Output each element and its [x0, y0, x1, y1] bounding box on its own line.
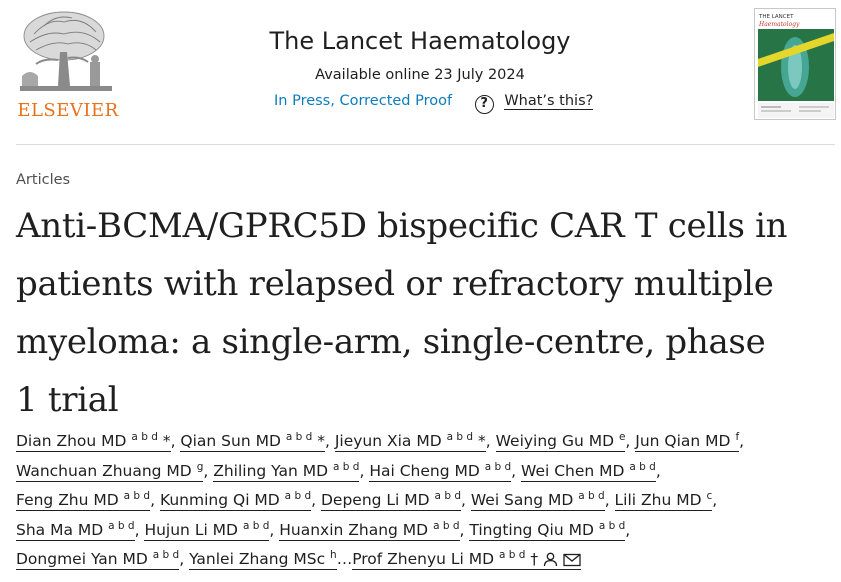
author-link[interactable]: Yanlei Zhang MSc h — [189, 549, 337, 570]
journal-title[interactable]: The Lancet Haematology — [269, 27, 571, 55]
author-link[interactable]: Wanchuan Zhuang MD g — [16, 460, 204, 482]
author-link[interactable]: Lili Zhu MD c — [614, 490, 713, 511]
author-link[interactable]: Huanxin Zhang MD a b d — [279, 519, 460, 541]
article-section-label: Articles — [16, 172, 71, 188]
title-line: Anti-BCMA/GPRC5D bispecific CAR T cells … — [16, 206, 788, 246]
elsevier-wordmark: ELSEVIER — [17, 100, 119, 121]
title-line: myeloma: a single-arm, single-centre, ph… — [16, 322, 766, 362]
title-line: 1 trial — [16, 380, 119, 420]
envelope-icon — [563, 548, 581, 578]
author-list: Dian Zhou MD a b d *, Qian Sun MD a b d … — [16, 427, 836, 578]
elsevier-tree-icon — [20, 11, 112, 91]
author-link[interactable]: Wei Sang MD a b d — [470, 490, 605, 511]
author-link[interactable]: Depeng Li MD a b d — [320, 490, 461, 511]
article-header: ELSEVIER The Lancet Haematology Availabl… — [0, 0, 841, 145]
author-link[interactable]: Jun Qian MD f — [635, 431, 740, 452]
author-link[interactable]: Dian Zhou MD a b d * — [16, 431, 171, 452]
elsevier-logo[interactable]: ELSEVIER — [14, 8, 118, 126]
author-link[interactable]: Kunming Qi MD a b d — [159, 490, 312, 511]
header-divider — [16, 144, 835, 145]
author-link[interactable]: Feng Zhu MD a b d — [16, 490, 151, 511]
cover-journal-name: THE LANCET Haematology — [759, 14, 800, 28]
in-press-link[interactable]: In Press, Corrected Proof — [274, 93, 453, 109]
author-link[interactable]: Jieyun Xia MD a b d * — [334, 431, 486, 452]
author-link[interactable]: Qian Sun MD a b d * — [180, 431, 325, 452]
author-link[interactable]: Hujun Li MD a b d — [144, 519, 270, 541]
author-link[interactable]: Zhiling Yan MD a b d — [213, 460, 360, 482]
question-circle-icon[interactable]: ? — [474, 95, 494, 114]
person-icon — [543, 548, 558, 578]
available-online-date: Available online 23 July 2024 — [315, 67, 525, 83]
author-link[interactable]: Tingting Qiu MD a b d — [469, 519, 626, 541]
author-link[interactable]: Dongmei Yan MD a b d — [16, 549, 180, 570]
whats-this-link[interactable]: What’s this? — [504, 93, 594, 110]
authors-ellipsis[interactable]: … — [336, 550, 353, 568]
article-status-row: In Press, Corrected Proof ? What’s this? — [274, 93, 594, 115]
last-author-link[interactable]: Prof Zhenyu Li MD a b d † — [352, 550, 582, 570]
journal-cover-thumbnail[interactable]: THE LANCET Haematology — [754, 8, 836, 120]
author-link[interactable]: Weiying Gu MD e — [495, 431, 626, 452]
article-title: Anti-BCMA/GPRC5D bispecific CAR T cells … — [16, 197, 836, 429]
title-line: patients with relapsed or refractory mul… — [16, 264, 774, 304]
author-link[interactable]: Wei Chen MD a b d — [521, 460, 656, 482]
author-link[interactable]: Sha Ma MD a b d — [16, 519, 135, 541]
author-link[interactable]: Hai Cheng MD a b d — [369, 460, 512, 482]
cover-artwork-icon — [758, 29, 834, 118]
